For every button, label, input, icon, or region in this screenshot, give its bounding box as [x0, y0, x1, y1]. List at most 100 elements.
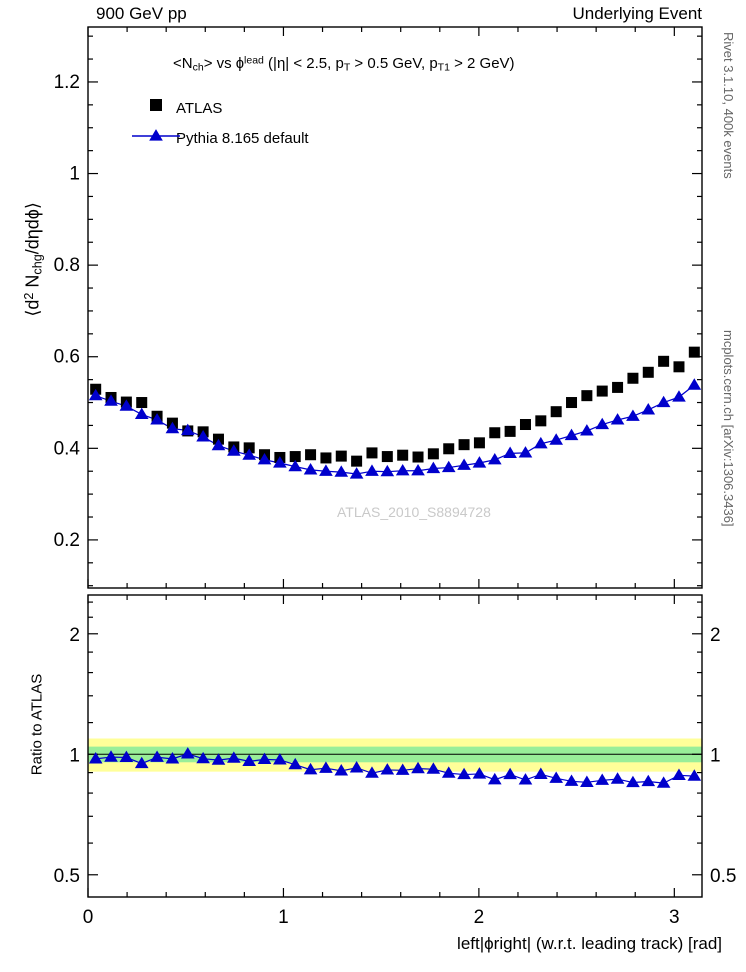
ratio-y-tick-label: 2 — [69, 625, 80, 646]
ratio-data-point — [242, 754, 257, 767]
legend-markers — [132, 99, 180, 141]
legend-label-pythia: Pythia 8.165 default — [176, 130, 309, 147]
atlas-data-point — [489, 427, 501, 439]
ratio-data-point — [119, 750, 134, 763]
ratio-data-point — [134, 756, 149, 769]
atlas-data-point — [535, 415, 547, 427]
ratio-data-point — [257, 752, 272, 765]
ratio-data-point — [518, 773, 533, 785]
atlas-data-point — [658, 355, 670, 367]
x-tick-label: 0 — [83, 907, 94, 928]
ratio-data-point — [273, 753, 287, 765]
ratio-data-point — [672, 768, 686, 780]
mc-line — [95, 384, 695, 475]
main-plot-frame — [87, 26, 703, 589]
y-tick-label: 0.2 — [54, 530, 80, 551]
ratio-data-point — [441, 766, 456, 778]
pythia-data-point — [365, 464, 379, 476]
atlas-data-point — [458, 439, 470, 451]
atlas-data-point — [642, 366, 654, 378]
ratio-data-point — [580, 775, 594, 787]
ratio-data-point — [365, 766, 379, 778]
analysis-watermark: ATLAS_2010_S8894728 — [337, 504, 491, 520]
ratio-data-point — [319, 761, 333, 773]
legend-label-atlas: ATLAS — [176, 100, 223, 117]
header-right-label: Underlying Event — [572, 4, 702, 23]
ratio-data-point — [487, 772, 502, 785]
pythia-data-point — [150, 413, 164, 425]
ratio-data-point — [656, 776, 671, 788]
ratio-data-point — [626, 775, 640, 788]
pythia-data-point — [349, 467, 364, 479]
ratio-panel: 0 1 2 3 0.5 0.5 1 1 2 2 — [54, 594, 736, 928]
atlas-data-point — [627, 372, 639, 384]
pythia-data-point — [104, 394, 118, 406]
atlas-data-point — [305, 449, 317, 461]
atlas-data-point — [289, 451, 301, 463]
y-tick-label: 1 — [69, 164, 80, 185]
pythia-data-point — [457, 458, 471, 470]
atlas-data-point — [519, 419, 531, 431]
ratio-data-point — [226, 751, 241, 763]
atlas-data-point — [443, 443, 455, 455]
pythia-data-point — [180, 423, 195, 436]
atlas-data-point — [673, 361, 685, 373]
ratio-data-point — [303, 762, 318, 775]
ratio-data-point — [610, 772, 625, 784]
pythia-data-point — [226, 444, 241, 456]
x-tick-label: 3 — [669, 907, 680, 928]
header-left-label: 900 GeV pp — [96, 4, 187, 23]
ratio-data-point — [595, 773, 610, 785]
pythia-data-point — [656, 395, 671, 408]
pythia-data-point — [303, 463, 318, 475]
pythia-data-point — [518, 446, 533, 458]
ratio-data-point — [334, 764, 349, 776]
ratio-data-point — [88, 752, 103, 764]
pythia-data-point — [119, 399, 134, 411]
atlas-data-point — [351, 455, 363, 467]
main-panel: 0.2 0.4 0.6 0.8 1 1.2 — [54, 26, 703, 589]
pythia-data-point — [672, 390, 686, 402]
pythia-data-point — [257, 452, 272, 465]
atlas-data-point — [688, 346, 700, 358]
ratio-data-point — [395, 763, 410, 775]
ratio-data-point — [472, 767, 487, 779]
ratio-data-point — [687, 769, 702, 781]
ratio-y-tick-label: 0.5 — [54, 866, 80, 887]
legend-marker-triangle — [149, 129, 163, 141]
ratio-data-point — [349, 761, 364, 773]
pythia-data-point — [165, 421, 180, 434]
atlas-data-point — [581, 390, 593, 402]
ratio-data-point — [426, 762, 441, 774]
x-axis-label: left|ϕright| (w.r.t. leading track) [rad… — [457, 934, 722, 953]
ratio-y-tick-label: 1 — [710, 745, 721, 766]
atlas-data-point — [412, 451, 424, 463]
pythia-data-point — [564, 428, 579, 441]
ratio-line — [95, 753, 695, 784]
atlas-data-point — [243, 442, 255, 454]
plot-annotation: <Nch> vs ɸlead (|η| < 2.5, pT > 0.5 GeV,… — [173, 54, 515, 73]
ratio-data-point — [503, 767, 517, 780]
pythia-data-point — [641, 403, 656, 415]
atlas-data-point — [366, 447, 378, 459]
atlas-data-point — [136, 397, 148, 409]
ratio-y-tick-label: 2 — [710, 625, 721, 646]
atlas-data-point — [381, 451, 393, 463]
ratio-data-point — [104, 750, 118, 762]
atlas-data-point — [335, 450, 347, 462]
ratio-data-point — [211, 753, 226, 765]
x-tick-label: 1 — [278, 907, 289, 928]
ratio-y-tick-label: 1 — [69, 745, 80, 766]
atlas-data-point — [397, 449, 409, 461]
x-tick-label: 2 — [474, 907, 485, 928]
pythia-data-point — [472, 456, 487, 468]
y-tick-label: 0.6 — [54, 347, 80, 368]
pythia-data-point — [319, 464, 333, 476]
ratio-data-point — [564, 774, 579, 786]
ratio-data-point — [641, 774, 656, 787]
pythia-data-point — [411, 463, 425, 476]
y-tick-label: 0.4 — [54, 438, 81, 459]
atlas-data-point — [320, 452, 332, 464]
pythia-data-point — [487, 452, 502, 465]
ratio-data-point — [288, 757, 303, 770]
